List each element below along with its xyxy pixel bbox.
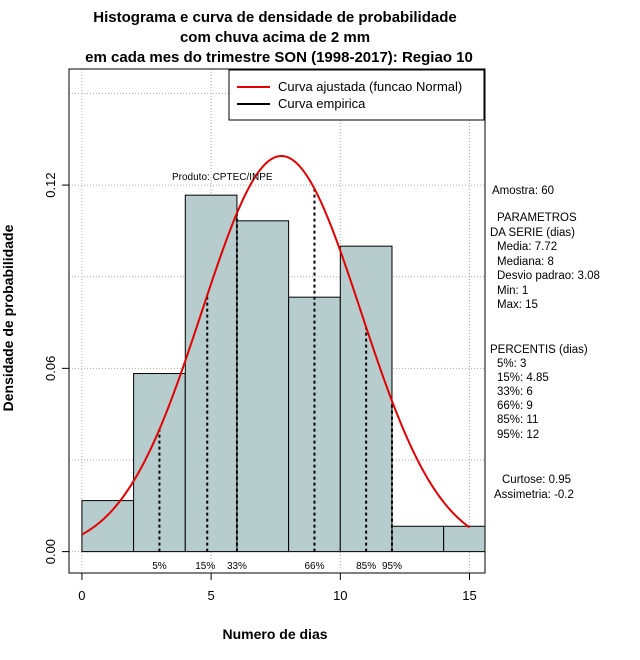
x-axis: 0 5 10 15 — [78, 572, 477, 603]
stat-skewness: Assimetria: -0.2 — [494, 489, 574, 501]
legend-label-empirical: Curva empirica — [278, 96, 366, 111]
x-axis-label: Numero de dias — [222, 626, 327, 642]
y-axis: 0.00 0.06 0.12 — [43, 172, 70, 564]
histogram-bar-1 — [133, 373, 186, 553]
percentile-lines: 5% 15% 33% 66% 85% 95% — [152, 188, 402, 572]
stat-series-heading: DA SERIE (dias) — [490, 227, 575, 239]
statistics-panel: Amostra: 60 PARAMETROS DA SERIE (dias) M… — [490, 185, 600, 501]
stat-p85: 85%: 11 — [497, 414, 538, 426]
histogram-bar-2 — [184, 194, 238, 553]
percentile-label-0: 5% — [152, 561, 167, 572]
histogram-bars — [81, 194, 486, 553]
product-annotation: Produto: CPTEC/INPE — [172, 172, 273, 183]
stat-p95: 95%: 12 — [497, 429, 539, 441]
stat-median: Mediana: 8 — [497, 256, 554, 268]
normal-curve-path — [81, 154, 471, 536]
histogram-bar-6 — [391, 525, 445, 553]
legend: Curva ajustada (funcao Normal) Curva emp… — [228, 69, 485, 121]
percentile-label-2: 33% — [227, 561, 247, 572]
histogram-bar-0 — [81, 500, 135, 553]
stat-p15: 15%: 4.85 — [497, 372, 549, 384]
legend-box — [228, 69, 485, 121]
y-tick-label-2: 0.12 — [43, 172, 58, 197]
x-tick-label-2: 10 — [333, 588, 347, 603]
percentile-label-4: 85% — [356, 561, 376, 572]
stat-kurtosis: Curtose: 0.95 — [502, 474, 571, 486]
stat-std-dev: Desvio padrao: 3.08 — [497, 270, 600, 282]
percentile-label-5: 95% — [382, 561, 402, 572]
histogram-bar-7 — [443, 525, 486, 553]
y-tick-label-0: 0.00 — [43, 539, 58, 564]
stat-p5: 5%: 3 — [497, 358, 526, 370]
stat-p33: 33%: 6 — [497, 386, 533, 398]
chart-title-line-1: Histograma e curva de densidade de proba… — [93, 9, 456, 26]
chart-title-line-3: em cada mes do trimestre SON (1998-2017)… — [85, 49, 473, 66]
percentile-label-3: 66% — [304, 561, 324, 572]
x-tick-label-0: 0 — [78, 588, 85, 603]
chart-title-line-2: com chuva acima de 2 mm — [180, 29, 370, 46]
normal-curve — [81, 154, 471, 536]
x-tick-label-3: 15 — [462, 588, 476, 603]
stat-p66: 66%: 9 — [497, 400, 533, 412]
percentile-label-1: 15% — [195, 561, 215, 572]
stat-sample-size: Amostra: 60 — [492, 185, 554, 197]
stat-percentiles-heading: PERCENTIS (dias) — [490, 344, 588, 356]
stat-params-heading: PARAMETROS — [497, 212, 577, 224]
stat-max: Max: 15 — [497, 299, 538, 311]
histogram-bar-3 — [236, 220, 290, 553]
stat-mean: Media: 7.72 — [497, 241, 557, 253]
y-axis-label: Densidade de probabilidade — [0, 224, 16, 411]
y-tick-label-1: 0.06 — [43, 356, 58, 381]
x-tick-label-1: 5 — [207, 588, 214, 603]
stat-min: Min: 1 — [497, 285, 528, 297]
legend-label-normal: Curva ajustada (funcao Normal) — [278, 79, 462, 94]
